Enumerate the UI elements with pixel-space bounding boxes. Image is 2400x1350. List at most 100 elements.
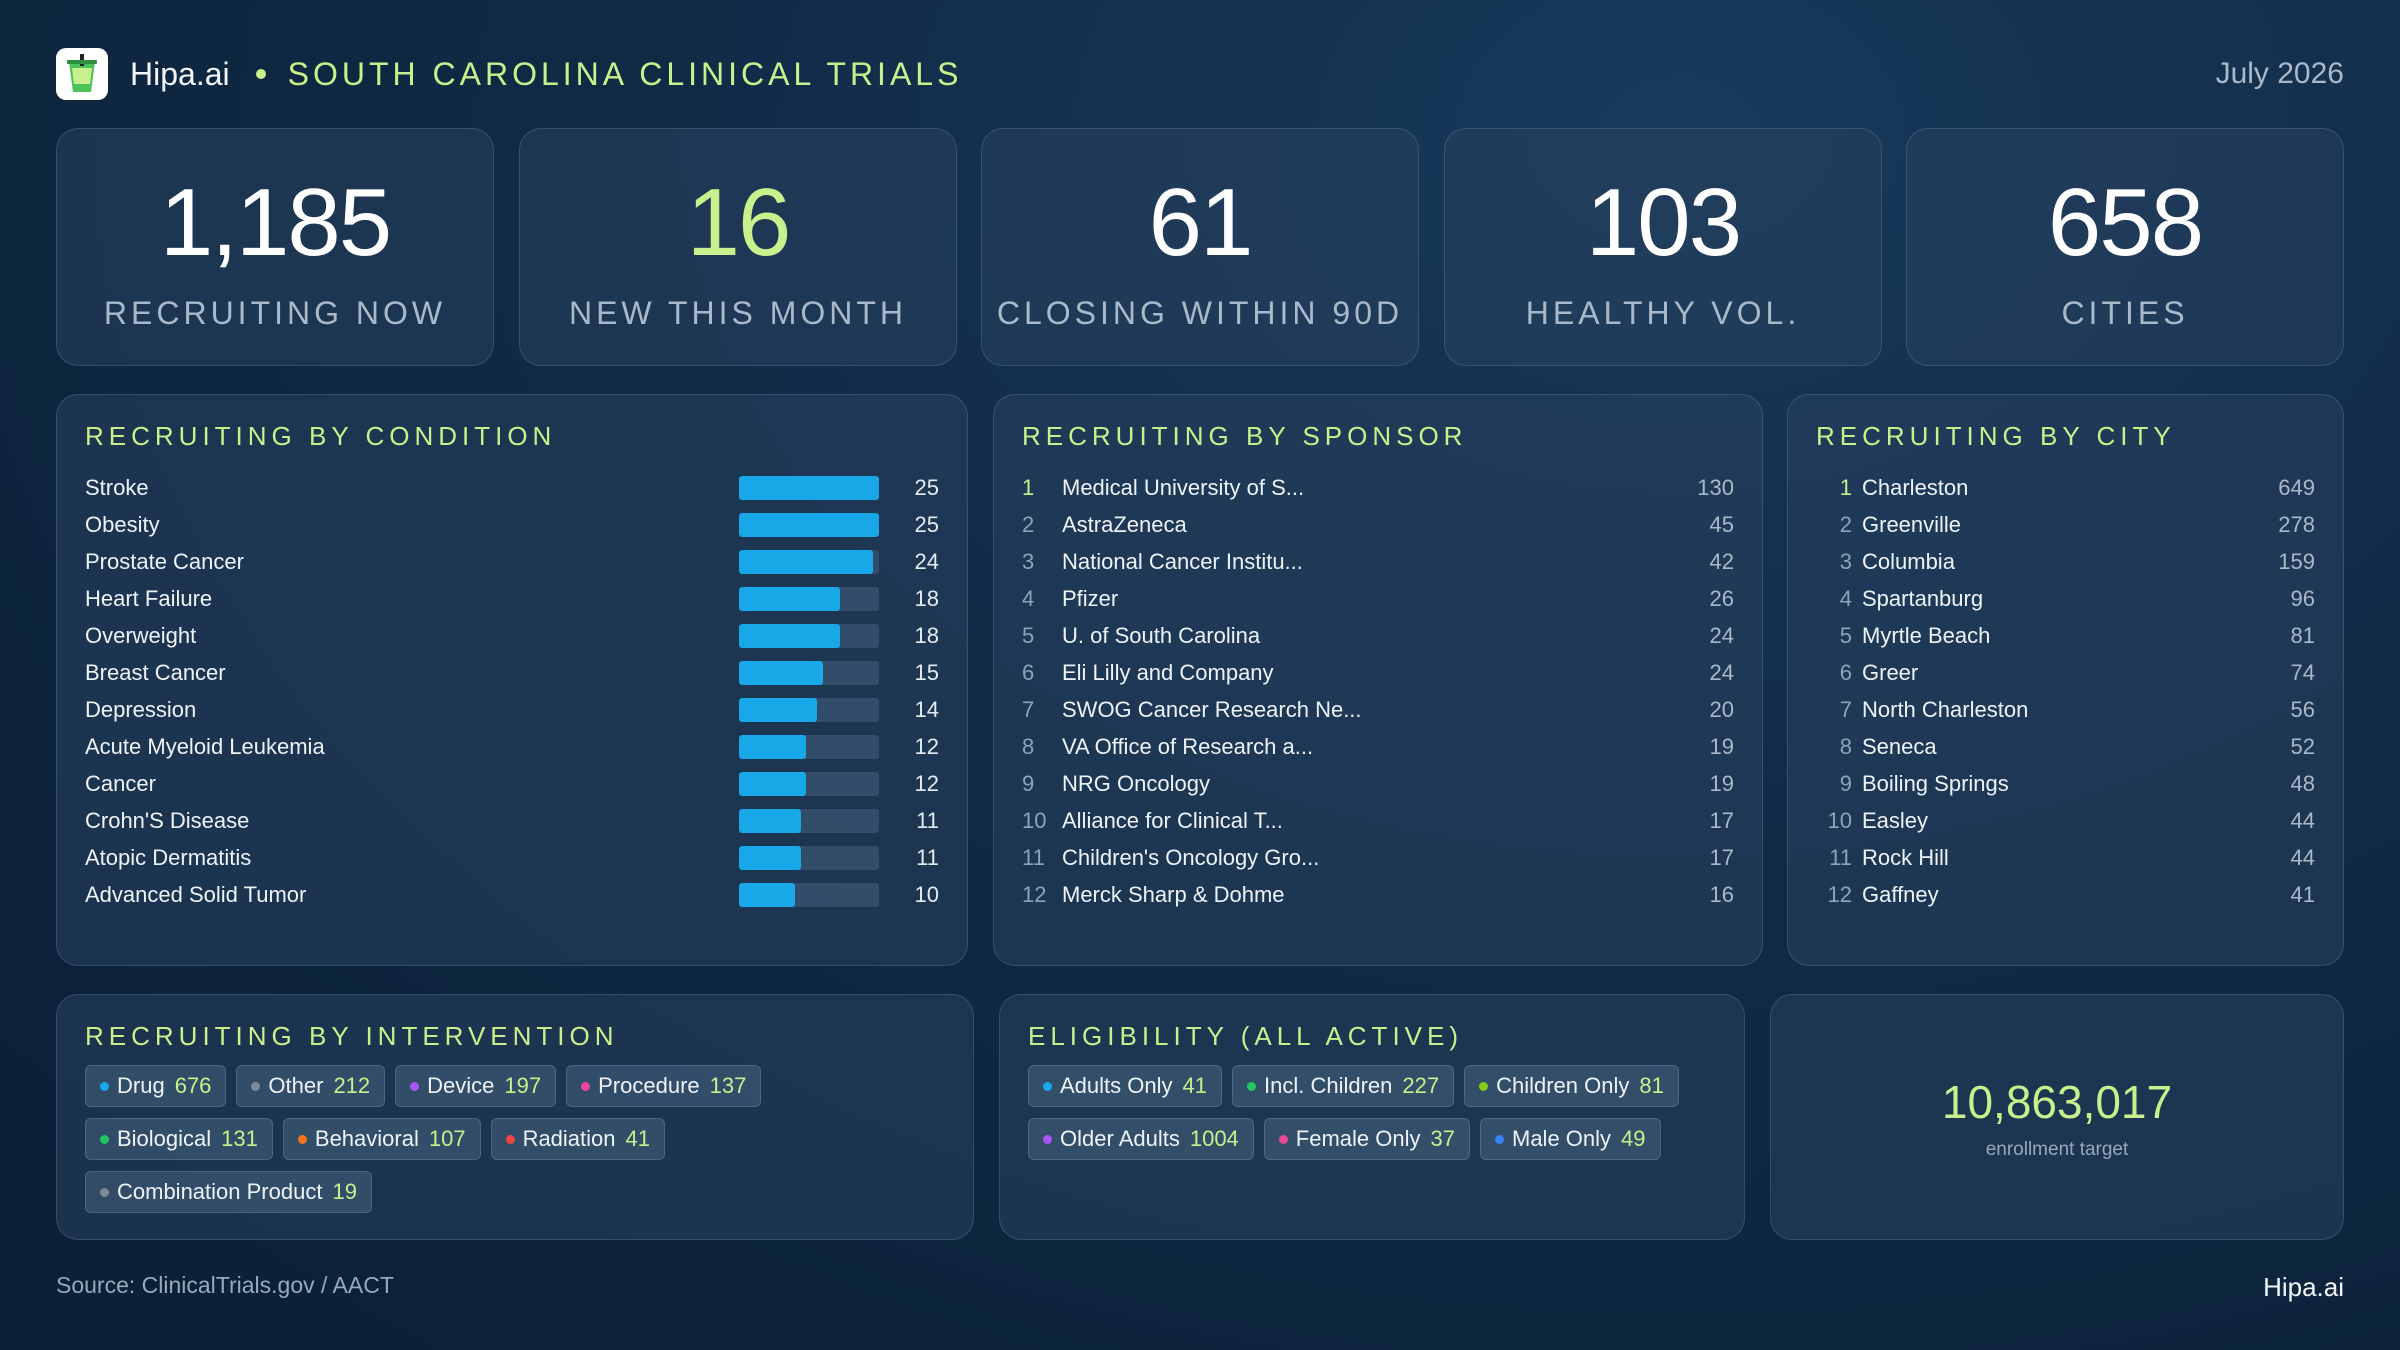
chip-count: 676 (174, 1073, 212, 1098)
condition-row: Obesity 25 (85, 506, 939, 543)
page-title: SOUTH CAROLINA CLINICAL TRIALS (287, 55, 963, 92)
color-dot-icon (1246, 1081, 1256, 1091)
condition-bar-track (739, 734, 879, 759)
kpi-label: CITIES (2061, 295, 2189, 331)
sponsor-count: 26 (1709, 585, 1734, 611)
color-dot-icon (100, 1081, 109, 1091)
intervention-chip: Biological 131 (85, 1118, 273, 1160)
condition-bar-fill (739, 549, 874, 574)
color-dot-icon (410, 1081, 420, 1091)
sponsor-rank: 6 (1022, 659, 1035, 685)
city-rank: 12 (1827, 881, 1852, 907)
sponsor-count: 20 (1709, 696, 1734, 722)
color-dot-icon (297, 1134, 307, 1144)
kpi-label: RECRUITING NOW (103, 295, 447, 331)
condition-bar-track (739, 882, 879, 907)
chip-label: Incl. Children (1263, 1073, 1393, 1098)
city-name: Rock Hill (1862, 844, 1949, 870)
city-panel: RECRUITING BY CITY 1 Charleston 649 2 Greenv… (1787, 394, 2344, 966)
city-name: Greenville (1862, 511, 1962, 537)
chip-label: Other (268, 1073, 324, 1098)
sponsor-count: 19 (1709, 733, 1734, 759)
city-rank: 9 (1839, 770, 1852, 796)
condition-row: Atopic Dermatitis 11 (85, 839, 939, 876)
city-count: 41 (2290, 881, 2315, 907)
condition-count: 10 (914, 881, 939, 907)
city-rank: 4 (1839, 585, 1852, 611)
city-row: 2 Greenville 278 (1816, 506, 2315, 543)
kpi-card-closing-90d: 61 CLOSING WITHIN 90D (981, 128, 1419, 366)
eligibility-chip: Adults Only 41 (1028, 1065, 1222, 1107)
intervention-chip: Behavioral 107 (282, 1118, 481, 1160)
condition-bar-track (739, 549, 879, 574)
condition-row: Acute Myeloid Leukemia 12 (85, 728, 939, 765)
condition-bar-track (739, 586, 879, 611)
chip-count: 81 (1639, 1073, 1664, 1098)
sponsor-rank: 12 (1022, 881, 1047, 907)
intervention-chip: Drug 676 (85, 1065, 227, 1107)
drink-cup-icon (67, 54, 97, 92)
panel-title: RECRUITING BY SPONSOR (1022, 421, 1468, 451)
kpi-card-new-this-month: 16 NEW THIS MONTH (519, 128, 957, 366)
enrollment-panel: 10,863,017 enrollment target (1770, 994, 2344, 1240)
sponsor-row: 11 Children's Oncology Gro... 17 (1022, 839, 1734, 876)
eligibility-chip: Older Adults 1004 (1028, 1118, 1254, 1160)
sponsor-count: 130 (1697, 474, 1734, 500)
sponsor-name: National Cancer Institu... (1062, 548, 1303, 574)
city-rank: 10 (1827, 807, 1852, 833)
sponsor-count: 45 (1709, 511, 1734, 537)
chip-count: 137 (709, 1073, 747, 1098)
city-row: 11 Rock Hill 44 (1816, 839, 2315, 876)
enrollment-value: 10,863,017 (1941, 1076, 2173, 1128)
city-row: 6 Greer 74 (1816, 654, 2315, 691)
city-count: 278 (2278, 511, 2315, 537)
chip-label: Children Only (1496, 1073, 1630, 1098)
intervention-chip: Radiation 41 (490, 1118, 665, 1160)
sponsor-count: 19 (1709, 770, 1734, 796)
condition-panel: RECRUITING BY CONDITION Stroke 25 Obesity 2… (56, 394, 968, 966)
city-rank: 11 (1829, 844, 1852, 870)
color-dot-icon (1479, 1081, 1489, 1091)
city-name: Boiling Springs (1862, 770, 2009, 796)
city-rank: 6 (1839, 659, 1852, 685)
sponsor-name: Pfizer (1062, 585, 1119, 611)
sponsor-rank: 1 (1022, 474, 1035, 500)
condition-name: Cancer (85, 770, 156, 796)
intervention-panel: RECRUITING BY INTERVENTION Drug 676 Other 2… (56, 994, 974, 1240)
city-row: 9 Boiling Springs 48 (1816, 765, 2315, 802)
sponsor-rank: 5 (1022, 622, 1035, 648)
sponsor-panel: RECRUITING BY SPONSOR 1 Medical Universit… (993, 394, 1763, 966)
sponsor-row: 12 Merck Sharp & Dohme 16 (1022, 876, 1734, 913)
condition-count: 11 (916, 844, 939, 870)
sponsor-row: 4 Pfizer 26 (1022, 580, 1734, 617)
condition-count: 25 (914, 511, 939, 537)
condition-name: Breast Cancer (85, 659, 226, 685)
condition-bar-track (739, 808, 879, 833)
city-rank: 7 (1839, 696, 1852, 722)
sponsor-name: AstraZeneca (1062, 511, 1187, 537)
condition-name: Prostate Cancer (85, 548, 244, 574)
condition-name: Overweight (85, 622, 197, 648)
eligibility-chip: Children Only 81 (1464, 1065, 1679, 1107)
sponsor-count: 17 (1709, 807, 1734, 833)
sponsor-count: 24 (1709, 622, 1734, 648)
eligibility-chips: Adults Only 41 Incl. Children 227 Children O… (1028, 1065, 1724, 1171)
city-count: 81 (2290, 622, 2315, 648)
condition-bar-track (739, 697, 879, 722)
condition-name: Advanced Solid Tumor (85, 881, 307, 907)
sponsor-row: 6 Eli Lilly and Company 24 (1022, 654, 1734, 691)
condition-bar-fill (739, 475, 879, 500)
enrollment-label: enrollment target (1985, 1139, 2129, 1160)
condition-name: Heart Failure (85, 585, 213, 611)
color-dot-icon (1043, 1081, 1052, 1091)
brand-name: Hipa.ai (130, 55, 230, 92)
sponsor-rank: 9 (1022, 770, 1035, 796)
city-count: 96 (2290, 585, 2315, 611)
intervention-chip: Combination Product 19 (85, 1171, 372, 1213)
condition-count: 11 (916, 807, 939, 833)
condition-count: 15 (914, 659, 939, 685)
city-row: 1 Charleston 649 (1816, 469, 2315, 506)
kpi-card-cities: 658 CITIES (1906, 128, 2344, 366)
city-row: 4 Spartanburg 96 (1816, 580, 2315, 617)
sponsor-row: 8 VA Office of Research a... 19 (1022, 728, 1734, 765)
